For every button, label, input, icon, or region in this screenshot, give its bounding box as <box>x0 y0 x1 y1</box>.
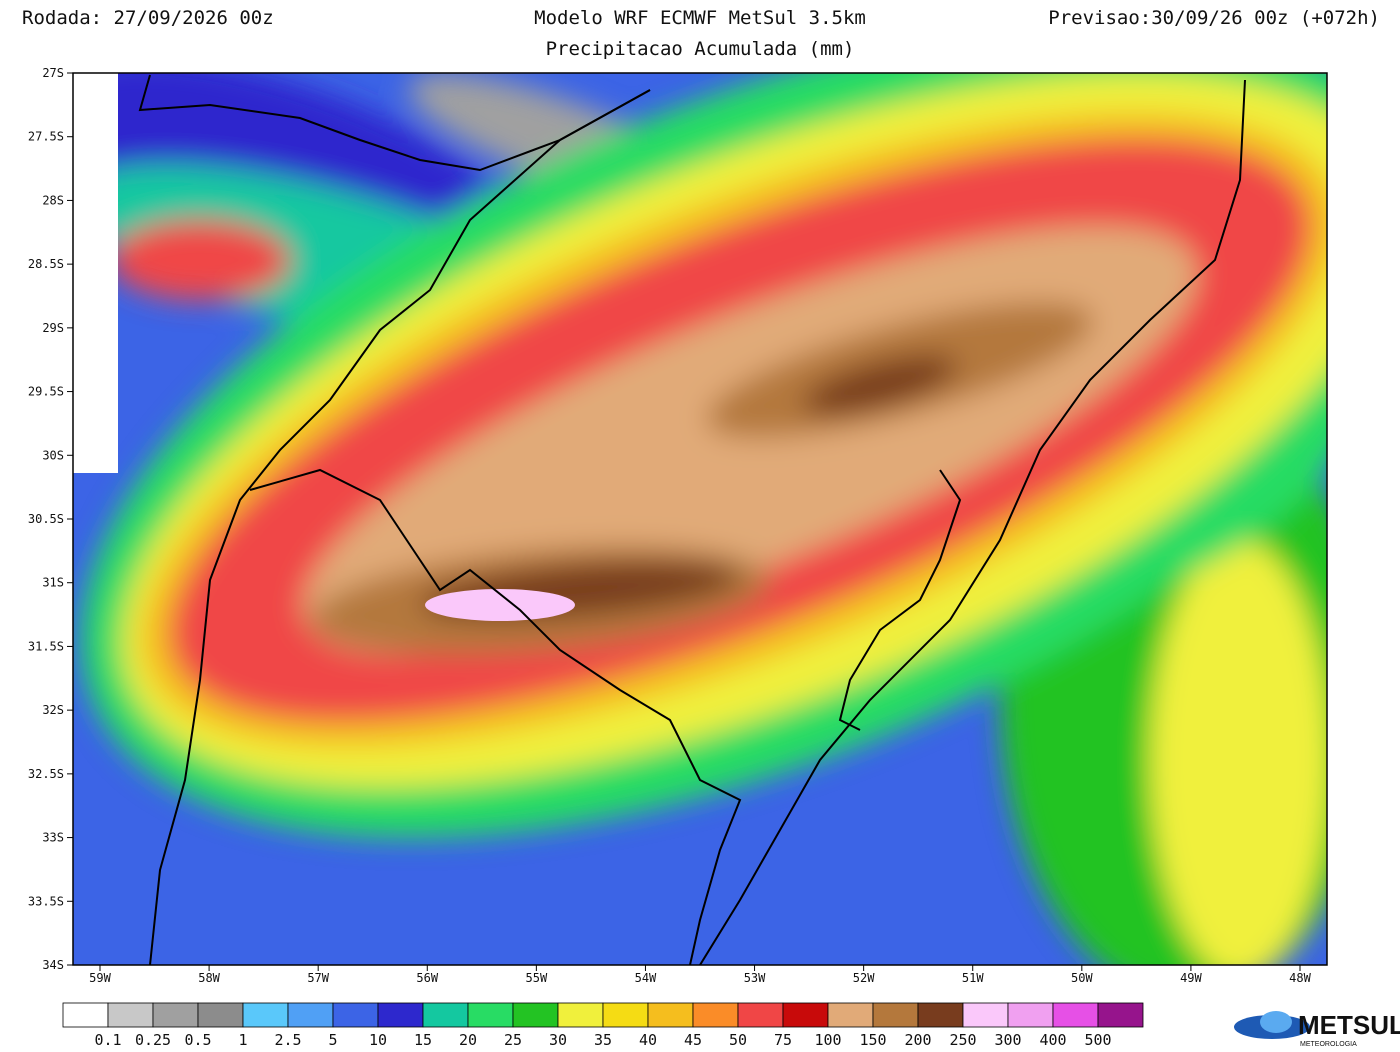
legend-label: 200 <box>904 1031 931 1049</box>
forecast-time: Previsao:30/09/26 00z (+072h) <box>1048 7 1380 29</box>
legend-label: 30 <box>549 1031 567 1049</box>
legend-swatch <box>737 1002 784 1028</box>
legend-label: 0.1 <box>94 1031 121 1049</box>
lat-label: 27S <box>42 66 64 80</box>
legend-swatch <box>512 1002 559 1028</box>
legend-swatch <box>467 1002 514 1028</box>
lat-label: 33.5S <box>28 894 64 908</box>
legend-swatch <box>917 1002 964 1028</box>
legend-swatch <box>602 1002 649 1028</box>
legend-swatch <box>197 1002 244 1028</box>
lon-label: 51W <box>962 971 984 985</box>
lat-label: 30S <box>42 448 64 462</box>
lat-label: 31S <box>42 576 64 590</box>
lon-label: 59W <box>89 971 111 985</box>
legend-swatch <box>62 1002 109 1028</box>
precip-field <box>73 73 1327 965</box>
legend-label: 25 <box>504 1031 522 1049</box>
legend-swatch <box>962 1002 1009 1028</box>
logo-name: METSUL <box>1298 1010 1400 1040</box>
legend-swatch <box>782 1002 829 1028</box>
legend-swatch <box>332 1002 379 1028</box>
lon-label: 55W <box>526 971 548 985</box>
legend-label: 0.25 <box>135 1031 171 1049</box>
legend-label: 20 <box>459 1031 477 1049</box>
lat-label: 32.5S <box>28 767 64 781</box>
lon-label: 49W <box>1180 971 1202 985</box>
legend-label: 5 <box>328 1031 337 1049</box>
lon-label: 52W <box>853 971 875 985</box>
legend-swatch <box>1007 1002 1054 1028</box>
legend-swatch <box>1052 1002 1099 1028</box>
legend-label: 1 <box>238 1031 247 1049</box>
lon-label: 57W <box>307 971 329 985</box>
legend-label: 100 <box>814 1031 841 1049</box>
map-ticks: 27S 27.5S 28S 28.5S 29S 29.5S 30S 30.5S 31S 31.5S… <box>28 66 1312 985</box>
map-subtitle: Precipitacao Acumulada (mm) <box>546 38 855 60</box>
legend-label: 400 <box>1039 1031 1066 1049</box>
legend-swatch <box>647 1002 694 1028</box>
legend-label: 50 <box>729 1031 747 1049</box>
lat-label: 31.5S <box>28 639 64 653</box>
legend-label: 10 <box>369 1031 387 1049</box>
legend-swatch <box>422 1002 469 1028</box>
color-legend: 0.1 0.25 0.5 1 2.5 5 10 15 20 25 30 35 40 45 50 75 100 15… <box>62 1002 1144 1049</box>
legend-label: 0.5 <box>184 1031 211 1049</box>
logo: METSUL METEOROLOGIA <box>1234 1010 1400 1048</box>
lat-label: 28.5S <box>28 257 64 271</box>
lat-label: 33S <box>42 831 64 845</box>
legend-label: 500 <box>1084 1031 1111 1049</box>
legend-label: 250 <box>949 1031 976 1049</box>
legend-label: 300 <box>994 1031 1021 1049</box>
logo-tagline: METEOROLOGIA <box>1300 1041 1357 1048</box>
legend-label: 2.5 <box>274 1031 301 1049</box>
legend-label: 150 <box>859 1031 886 1049</box>
lat-label: 34S <box>42 958 64 972</box>
legend-swatch <box>872 1002 919 1028</box>
lat-label: 32S <box>42 703 64 717</box>
lon-label: 54W <box>635 971 657 985</box>
legend-label: 45 <box>684 1031 702 1049</box>
legend-swatch <box>152 1002 199 1028</box>
lat-label: 29.5S <box>28 385 64 399</box>
legend-swatch <box>287 1002 334 1028</box>
lon-label: 53W <box>744 971 766 985</box>
lon-label: 50W <box>1071 971 1093 985</box>
legend-swatch <box>242 1002 289 1028</box>
lat-label: 27.5S <box>28 130 64 144</box>
lat-label: 29S <box>42 321 64 335</box>
legend-swatch <box>377 1002 424 1028</box>
legend-swatch <box>1097 1002 1144 1028</box>
lat-label: 28S <box>42 193 64 207</box>
run-time: Rodada: 27/09/2026 00z <box>22 7 274 29</box>
legend-label: 40 <box>639 1031 657 1049</box>
legend-swatch <box>107 1002 154 1028</box>
legend-label: 35 <box>594 1031 612 1049</box>
lon-label: 56W <box>416 971 438 985</box>
lon-label: 48W <box>1289 971 1311 985</box>
legend-swatch <box>692 1002 739 1028</box>
legend-label: 15 <box>414 1031 432 1049</box>
legend-swatch <box>557 1002 604 1028</box>
map-title: Modelo WRF ECMWF MetSul 3.5km <box>534 7 866 29</box>
legend-label: 75 <box>774 1031 792 1049</box>
lon-label: 58W <box>198 971 220 985</box>
lat-label: 30.5S <box>28 512 64 526</box>
legend-swatch <box>827 1002 874 1028</box>
